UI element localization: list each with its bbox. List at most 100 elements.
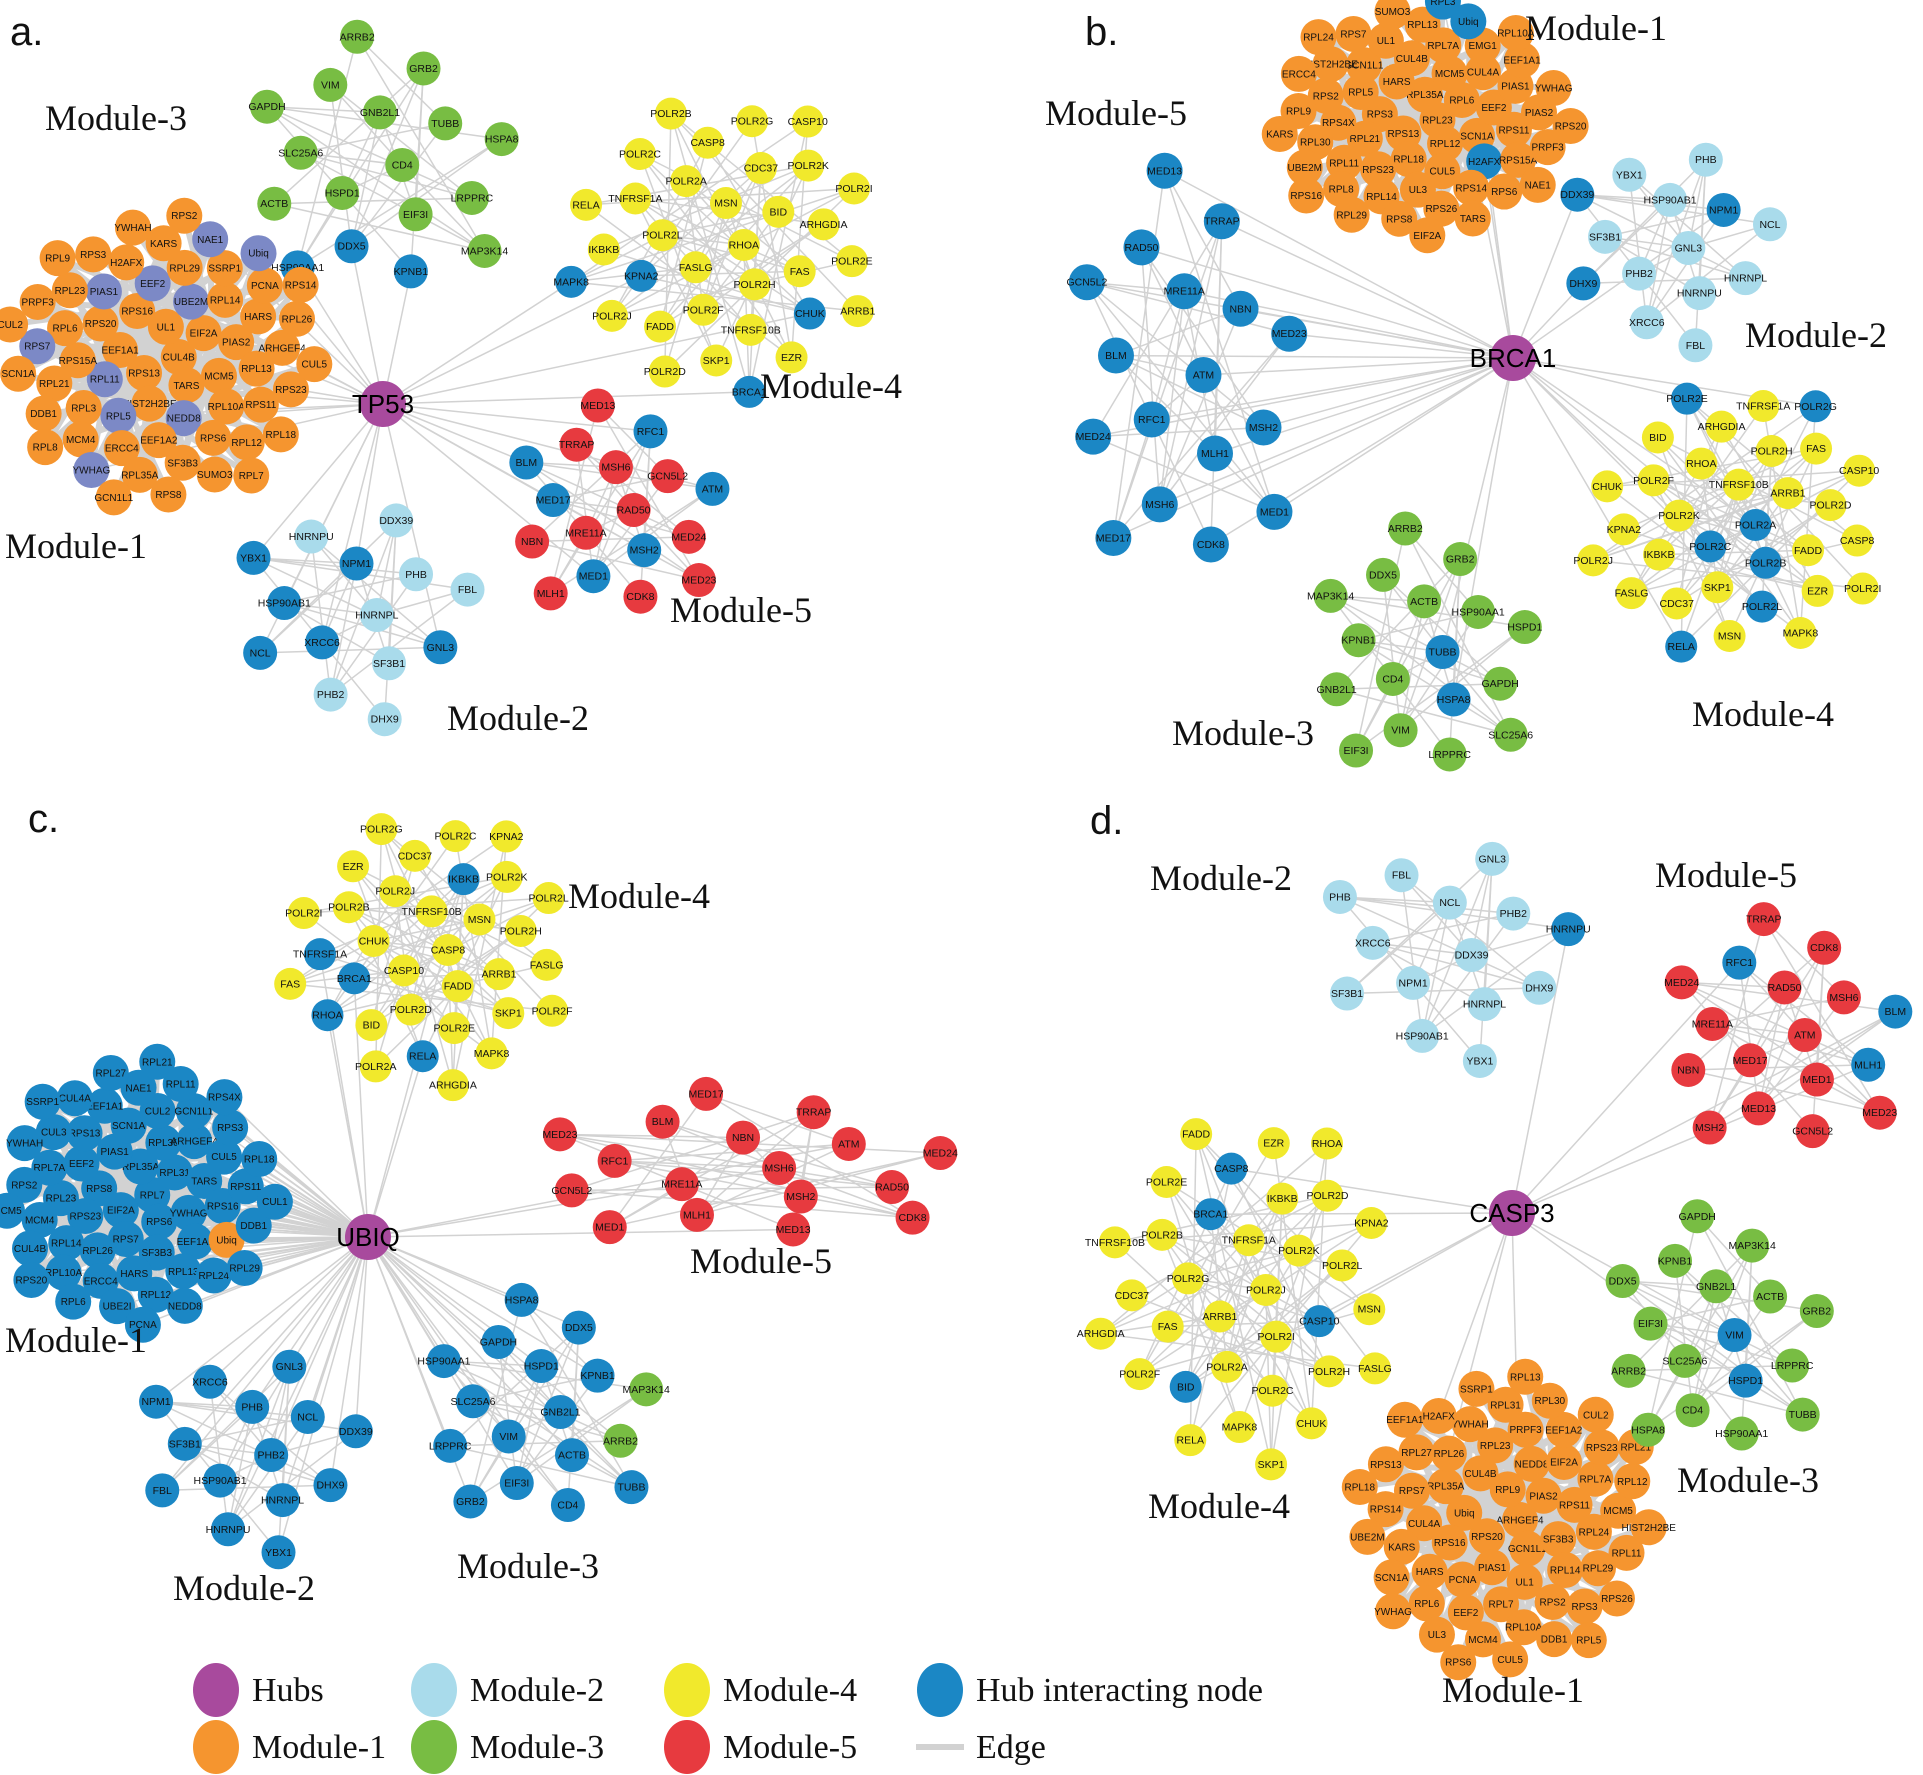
- node-DDX5: [1366, 557, 1401, 592]
- edge: [702, 223, 825, 311]
- node-CUL5: [1424, 153, 1461, 190]
- hub-edge: [355, 1236, 369, 1432]
- node-RPL5: [1342, 73, 1379, 110]
- edge: [1336, 682, 1501, 691]
- edge: [1165, 1181, 1313, 1424]
- node-SKP1: [492, 997, 525, 1030]
- legend-swatch: [193, 1720, 239, 1774]
- node-IKBKB: [1266, 1182, 1299, 1215]
- node-YWHAG: [73, 452, 110, 489]
- node-KPNB1: [1658, 1243, 1693, 1278]
- node-GCN5L2: [554, 1173, 589, 1208]
- edge: [297, 138, 503, 268]
- node-LRPPRC: [1775, 1348, 1810, 1383]
- node-BID: [1641, 421, 1674, 454]
- node-RPL26: [79, 1232, 116, 1269]
- edge: [1139, 1195, 1329, 1375]
- edge: [1195, 1133, 1272, 1465]
- node-RPL35A: [121, 456, 158, 493]
- legend-item-module-2: Module-2: [411, 1663, 604, 1717]
- legend-label: Edge: [976, 1729, 1046, 1766]
- node-TARS: [186, 1162, 223, 1199]
- node-POLR2G: [1172, 1262, 1205, 1295]
- node-YWHAH: [114, 209, 151, 246]
- edge: [1226, 1250, 1300, 1368]
- node-SF3B1: [167, 1426, 202, 1461]
- node-ACTB: [1407, 584, 1442, 619]
- node-RPS20: [82, 305, 119, 342]
- node-NPM1: [1706, 192, 1741, 227]
- node-RPS2: [1307, 77, 1344, 114]
- node-NBN: [1671, 1052, 1706, 1087]
- hub-edge: [367, 1228, 794, 1238]
- node-FASLG: [1615, 577, 1648, 610]
- module-name-label: Module-3: [45, 98, 187, 138]
- node-SKP1: [1255, 1448, 1288, 1481]
- node-POLR2K: [1282, 1234, 1315, 1267]
- hub-edge: [223, 1096, 369, 1238]
- edge: [1159, 291, 1186, 505]
- legend-swatch: [411, 1663, 457, 1717]
- node-HARS: [240, 298, 277, 335]
- node-NPM1: [1396, 965, 1431, 1000]
- edge: [350, 122, 446, 247]
- hub-edge: [1203, 357, 1514, 376]
- node-MRE11A: [1166, 273, 1203, 310]
- edge: [356, 36, 446, 124]
- node-ARHGEF4: [176, 1123, 213, 1160]
- panel-c-module-5: MSH6MRE11ANBNMSH2RFC1ATMMLH1BLMRAD50GCN5…: [542, 1076, 958, 1247]
- hub-edge: [1221, 220, 1514, 359]
- node-TNFRSF10B: [415, 895, 448, 928]
- node-GCN1L1: [175, 1093, 212, 1130]
- legend-label: Module-2: [470, 1672, 604, 1709]
- hub-edge: [367, 1236, 598, 1377]
- edge: [260, 646, 441, 654]
- node-SF3B1: [1330, 976, 1365, 1011]
- node-ARHGEF4: [264, 329, 301, 366]
- node-CASP8: [1841, 524, 1874, 557]
- node-HSP90AA1: [1724, 1416, 1759, 1451]
- module-name-label: Module-1: [5, 526, 147, 566]
- edge: [259, 562, 358, 654]
- edge: [1657, 436, 1819, 592]
- node-SCN1A: [1373, 1559, 1410, 1596]
- node-SLC25A6: [455, 1384, 490, 1419]
- node-ERCC4: [103, 430, 140, 467]
- edge: [274, 197, 472, 205]
- node-HNRNPU: [1682, 276, 1717, 311]
- node-XRCC6: [192, 1364, 227, 1399]
- node-POLR2I: [838, 172, 871, 205]
- node-HSPA8: [1436, 682, 1471, 717]
- node-POLR2A: [359, 1050, 392, 1083]
- edge: [1336, 558, 1461, 690]
- node-HSPD1: [1728, 1363, 1763, 1398]
- node-PIAS2: [1525, 1477, 1562, 1514]
- node-RPL27: [1398, 1434, 1435, 1471]
- node-RAD50: [616, 493, 651, 527]
- edge: [1680, 484, 1740, 647]
- node-TNFRSF1A: [304, 938, 337, 971]
- node-RPS26: [1423, 190, 1460, 227]
- panel-a-module-1: CUL4BRPS13UL1TARSEEF1A1EIF2AHIST2H2BERPS…: [0, 197, 333, 516]
- node-EZR: [1257, 1127, 1290, 1160]
- node-NCL: [1752, 207, 1787, 242]
- hub-edge: [1511, 929, 1569, 1214]
- node-POLR2C: [623, 138, 656, 171]
- node-LRPPRC: [454, 180, 489, 215]
- node-YBX1: [1462, 1043, 1497, 1078]
- hub-edge: [367, 1236, 522, 1301]
- node-BLM: [509, 445, 544, 480]
- node-MED13: [776, 1212, 811, 1247]
- node-RPS6: [1486, 173, 1523, 210]
- legend-item-hubs: Hubs: [193, 1663, 324, 1717]
- edge: [1583, 277, 1746, 285]
- node-CDK8: [1807, 930, 1842, 965]
- edge: [330, 589, 468, 696]
- panel-b: RPL23RPS13RPL35ARPL12RPS3RPL6RPL18HARSSC…: [1045, 0, 1887, 772]
- node-SLC25A6: [283, 135, 318, 170]
- edge: [155, 1401, 331, 1486]
- node-MSH6: [1141, 486, 1178, 523]
- edge: [1658, 553, 1818, 592]
- node-RPL13: [165, 1253, 202, 1290]
- hub-edge: [367, 1056, 424, 1238]
